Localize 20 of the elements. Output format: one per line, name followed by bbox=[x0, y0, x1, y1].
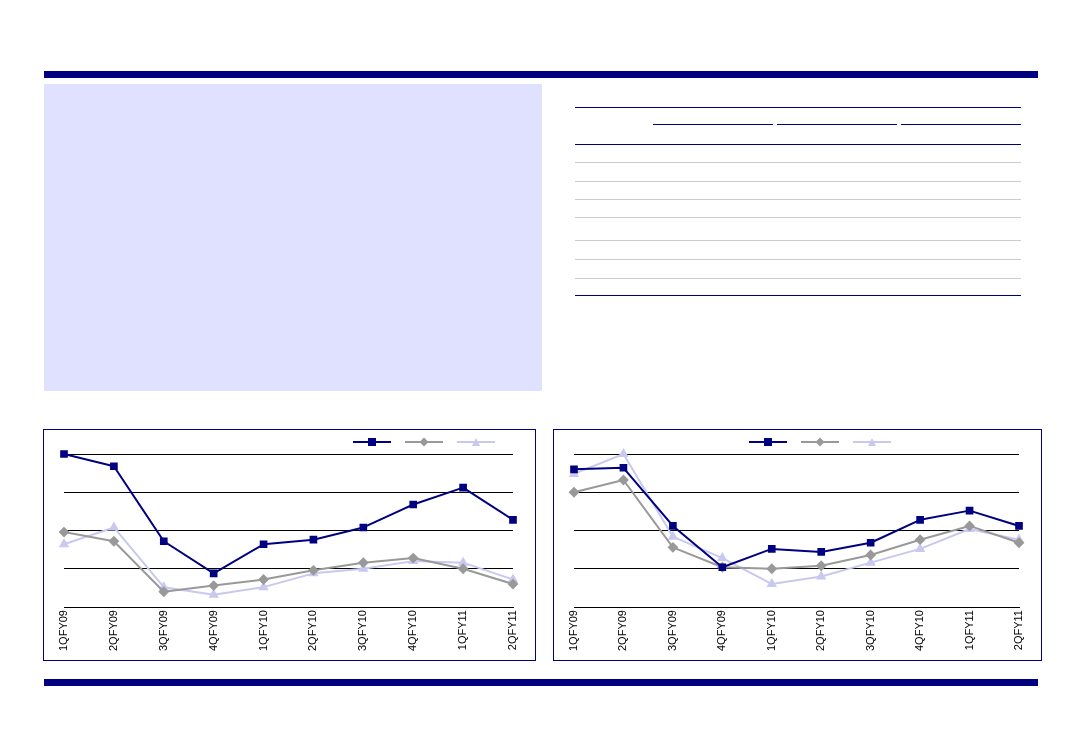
x-tick-label: 4QFY10 bbox=[913, 610, 926, 651]
x-tick-label: 1QFY09 bbox=[567, 610, 580, 651]
x-tick-label: 2QFY09 bbox=[616, 610, 629, 651]
x-tick-label: 1QFY10 bbox=[764, 610, 777, 651]
x-tick-label: 2QFY11 bbox=[506, 610, 519, 651]
x-tick-label: 3QFY10 bbox=[863, 610, 876, 651]
x-tick-label: 1QFY10 bbox=[256, 610, 269, 651]
x-tick-label: 2QFY10 bbox=[306, 610, 319, 651]
x-tick-label: 1QFY11 bbox=[962, 610, 975, 651]
x-tick-label: 4QFY09 bbox=[715, 610, 728, 651]
x-tick-label: 3QFY09 bbox=[156, 610, 169, 651]
x-tick-label: 1QFY11 bbox=[456, 610, 469, 651]
x-tick-label: 1QFY09 bbox=[57, 610, 70, 651]
x-tick-label: 2QFY09 bbox=[106, 610, 119, 651]
x-tick-label: 3QFY09 bbox=[665, 610, 678, 651]
x-tick-label: 2QFY10 bbox=[814, 610, 827, 651]
x-tick-label: 2QFY11 bbox=[1012, 610, 1025, 651]
x-tick-label: 4QFY09 bbox=[206, 610, 219, 651]
x-tick-label: 3QFY10 bbox=[356, 610, 369, 651]
x-tick-label: 4QFY10 bbox=[406, 610, 419, 651]
